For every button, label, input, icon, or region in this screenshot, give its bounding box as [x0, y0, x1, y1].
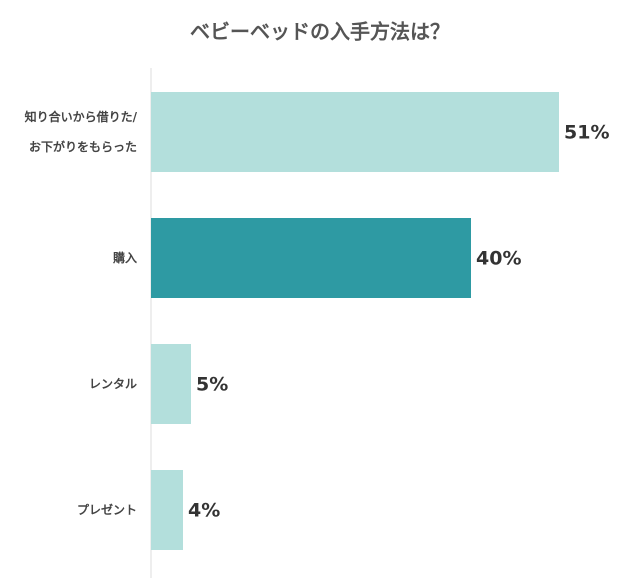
value-label: 4%	[188, 500, 220, 522]
category-label: レンタル	[88, 377, 137, 391]
bar	[151, 218, 471, 298]
category-label: プレゼント	[76, 503, 137, 517]
value-label: 5%	[196, 374, 228, 396]
bar	[151, 344, 191, 424]
value-label: 40%	[476, 248, 521, 270]
bar	[151, 92, 559, 172]
value-label: 51%	[564, 122, 609, 144]
bar	[151, 470, 183, 550]
category-label: 知り合いから借りた/ お下がりをもらった	[24, 110, 137, 154]
chart-title: ベビーベッドの入手方法は？	[190, 20, 450, 44]
category-label: 購入	[112, 251, 137, 265]
